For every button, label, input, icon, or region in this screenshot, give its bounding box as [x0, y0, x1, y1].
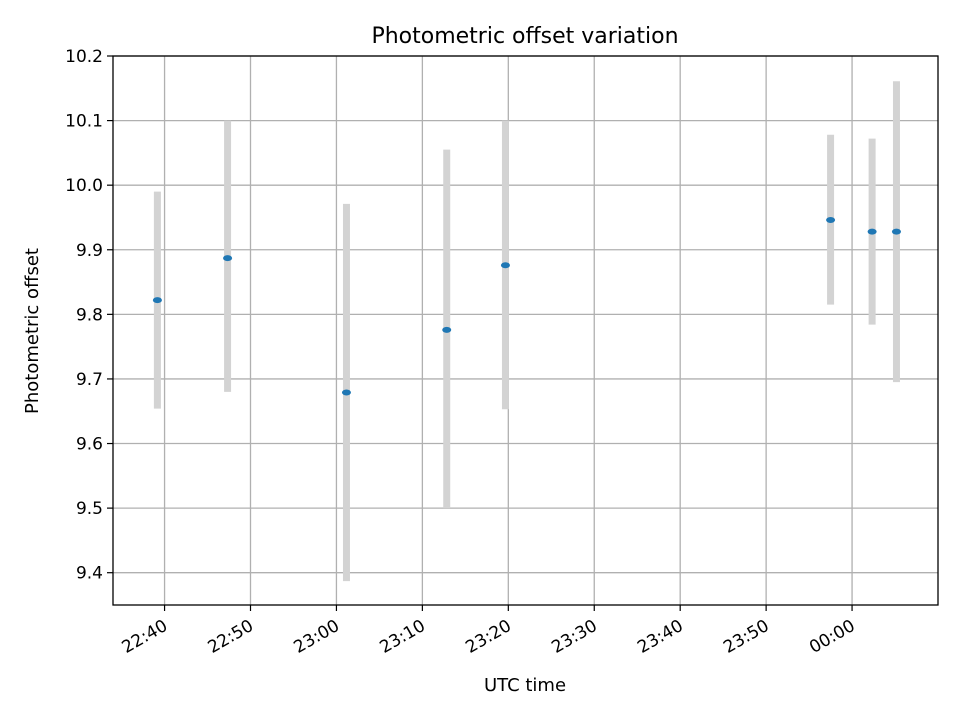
y-tick-label: 10.2 [65, 47, 103, 67]
y-tick-label: 9.9 [76, 241, 103, 261]
x-tick-label: 22:40 [119, 616, 171, 658]
x-tick-label: 00:00 [806, 616, 858, 658]
x-tick-label: 23:20 [462, 616, 514, 658]
chart-title: Photometric offset variation [371, 24, 678, 49]
data-point [500, 262, 510, 269]
data-point [826, 217, 836, 224]
x-tick-label: 22:50 [205, 616, 257, 658]
x-tick-label: 23:40 [634, 616, 686, 658]
errorbar-layer [153, 81, 900, 582]
y-tick-label: 10.1 [65, 112, 103, 132]
x-tick-label: 23:30 [548, 616, 600, 658]
x-tick-label: 23:10 [376, 616, 428, 658]
data-point [341, 389, 351, 396]
x-tick-label: 23:00 [291, 616, 343, 658]
y-tick-label: 9.4 [76, 564, 103, 584]
data-point [152, 297, 162, 304]
y-tick-label: 10.0 [65, 176, 103, 196]
data-point [442, 326, 452, 333]
tick-layer: 22:40 22:50 23:00 23:10 23:20 23:30 23:40 23:50… [65, 47, 858, 658]
point-layer [152, 217, 901, 396]
grid-layer [113, 55, 938, 605]
x-tick-label: 23:50 [720, 616, 772, 658]
data-point [867, 228, 877, 235]
y-tick-label: 9.5 [76, 499, 103, 519]
y-tick-label: 9.7 [76, 370, 103, 390]
y-axis-label: Photometric offset [22, 248, 43, 414]
plot-frame [112, 55, 939, 606]
x-axis-label: UTC time [484, 675, 566, 696]
y-tick-label: 9.6 [76, 435, 103, 455]
y-tick-label: 9.8 [76, 305, 103, 325]
data-point [223, 255, 233, 262]
data-point [891, 228, 901, 235]
